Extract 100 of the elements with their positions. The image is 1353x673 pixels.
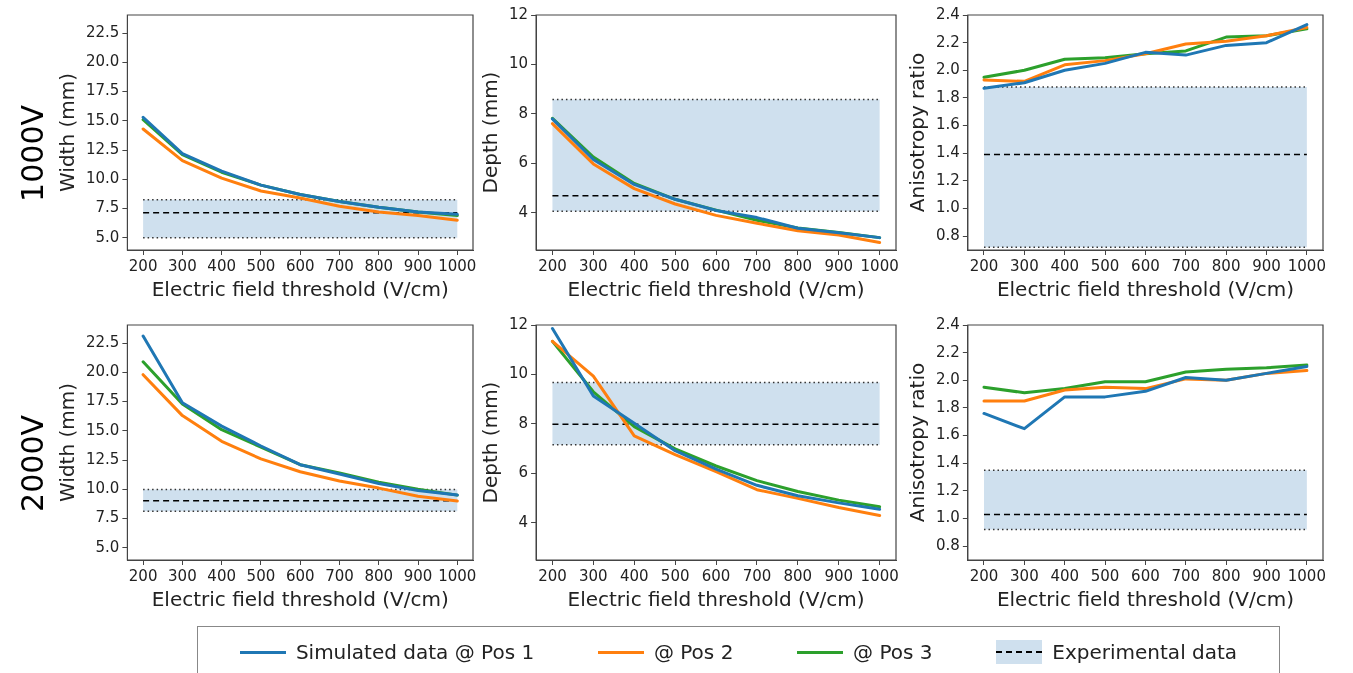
y-axis-title: Anisotropy ratio bbox=[905, 52, 930, 213]
y-tick-label: 1.6 bbox=[936, 115, 960, 134]
text: 2000V bbox=[15, 414, 50, 512]
y-tick-label: 20.0 bbox=[85, 362, 120, 381]
x-tick-label: 400 bbox=[1050, 256, 1080, 275]
x-tick-label: 400 bbox=[207, 256, 236, 275]
x-tick-label: 800 bbox=[364, 256, 394, 275]
y-axis-title: Width (mm) bbox=[55, 72, 80, 193]
y-tick-label: 22.5 bbox=[85, 333, 120, 352]
x-tick-label: 400 bbox=[619, 566, 649, 585]
y-tick-label: 20.0 bbox=[85, 52, 120, 71]
legend-label: Experimental data bbox=[1052, 640, 1238, 664]
x-tick-label: 600 bbox=[1131, 566, 1160, 585]
y-axis-title: Depth (mm) bbox=[478, 381, 503, 504]
x-tick-label: 800 bbox=[1211, 566, 1241, 585]
x-tick-label: 1000 bbox=[1287, 566, 1326, 585]
x-tick-label: 500 bbox=[1090, 256, 1120, 275]
x-tick-label: 200 bbox=[538, 256, 567, 275]
x-tick-label: 1000 bbox=[438, 566, 477, 585]
x-tick-label: 200 bbox=[128, 566, 158, 585]
x-tick-label: 1000 bbox=[860, 256, 899, 275]
x-tick-label: 900 bbox=[824, 566, 854, 585]
y-tick-label: 1.4 bbox=[936, 453, 960, 472]
x-tick-label: 300 bbox=[168, 256, 197, 275]
x-tick-label: 900 bbox=[403, 566, 433, 585]
x-tick-label: 800 bbox=[783, 566, 813, 585]
x-tick-label: 900 bbox=[403, 256, 433, 275]
x-tick-label: 700 bbox=[325, 256, 354, 275]
x-axis-title: Electric field threshold (V/cm) bbox=[151, 277, 449, 302]
x-tick-label: 1000 bbox=[438, 256, 477, 275]
y-tick-label: 5.0 bbox=[95, 537, 120, 556]
y-tick-label: 2.2 bbox=[936, 342, 960, 361]
x-tick-label: 500 bbox=[1090, 566, 1120, 585]
x-tick-label: 600 bbox=[701, 566, 731, 585]
y-tick-label: 7.5 bbox=[95, 508, 120, 527]
y-tick-label: 1.4 bbox=[936, 143, 960, 162]
y-tick-label: 10.0 bbox=[85, 479, 120, 498]
y-tick-label: 8 bbox=[518, 413, 529, 432]
y-tick-label: 1.2 bbox=[936, 480, 960, 499]
y-tick-label: 1.8 bbox=[936, 87, 960, 106]
x-tick-label: 500 bbox=[660, 566, 690, 585]
y-tick-label: 6 bbox=[518, 463, 529, 482]
x-tick-label: 700 bbox=[325, 566, 354, 585]
y-tick-label: 1.8 bbox=[936, 397, 960, 416]
y-tick-label: 6 bbox=[518, 153, 529, 172]
x-tick-label: 400 bbox=[207, 566, 236, 585]
y-tick-label: 2.4 bbox=[936, 314, 960, 333]
y-tick-label: 12 bbox=[508, 4, 529, 23]
y-tick-label: 4 bbox=[518, 512, 529, 531]
legend-label: Simulated data @ Pos 1 bbox=[295, 640, 535, 664]
x-tick-label: 200 bbox=[969, 566, 999, 585]
y-tick-label: 1.0 bbox=[936, 508, 960, 527]
x-tick-label: 600 bbox=[285, 256, 315, 275]
y-tick-label: 22.5 bbox=[85, 23, 120, 42]
y-tick-label: 1.6 bbox=[936, 425, 960, 444]
y-tick-label: 5.0 bbox=[95, 227, 120, 246]
y-tick-label: 2.0 bbox=[936, 370, 960, 389]
x-axis-title: Electric field threshold (V/cm) bbox=[567, 587, 865, 612]
legend-label: @ Pos 3 bbox=[853, 640, 933, 664]
x-tick-label: 200 bbox=[538, 566, 567, 585]
y-tick-label: 0.8 bbox=[936, 536, 960, 555]
y-tick-label: 12.5 bbox=[85, 139, 120, 158]
y-tick-label: 7.5 bbox=[95, 198, 120, 217]
y-tick-label: 1.0 bbox=[936, 198, 960, 217]
x-tick-label: 800 bbox=[1211, 256, 1241, 275]
x-tick-label: 300 bbox=[579, 256, 608, 275]
y-tick-label: 0.8 bbox=[936, 226, 960, 245]
y-axis-title: Depth (mm) bbox=[478, 71, 503, 194]
x-tick-label: 300 bbox=[1010, 256, 1039, 275]
y-axis-title: Anisotropy ratio bbox=[905, 362, 930, 523]
x-tick-label: 300 bbox=[1010, 566, 1039, 585]
x-tick-label: 200 bbox=[128, 256, 158, 275]
x-axis-title: Electric field threshold (V/cm) bbox=[151, 587, 449, 612]
y-tick-label: 10 bbox=[508, 364, 529, 383]
y-tick-label: 2.2 bbox=[936, 32, 960, 51]
y-tick-label: 12 bbox=[508, 314, 529, 333]
x-tick-label: 500 bbox=[246, 256, 276, 275]
y-tick-label: 10 bbox=[508, 54, 529, 73]
x-tick-label: 700 bbox=[742, 566, 772, 585]
x-tick-label: 900 bbox=[1252, 566, 1281, 585]
x-tick-label: 400 bbox=[1050, 566, 1080, 585]
x-axis-title: Electric field threshold (V/cm) bbox=[567, 277, 865, 302]
y-tick-label: 4 bbox=[518, 202, 529, 221]
x-tick-label: 200 bbox=[969, 256, 999, 275]
x-tick-label: 500 bbox=[660, 256, 690, 275]
y-tick-label: 2.0 bbox=[936, 60, 960, 79]
x-tick-label: 800 bbox=[364, 566, 394, 585]
x-tick-label: 600 bbox=[701, 256, 731, 275]
y-tick-label: 8 bbox=[518, 103, 529, 122]
text: 1000V bbox=[15, 104, 50, 202]
y-tick-label: 10.0 bbox=[85, 169, 120, 188]
y-tick-label: 15.0 bbox=[85, 110, 120, 129]
x-tick-label: 600 bbox=[285, 566, 315, 585]
x-tick-label: 400 bbox=[619, 256, 649, 275]
y-tick-label: 17.5 bbox=[85, 81, 120, 100]
y-tick-label: 2.4 bbox=[936, 4, 960, 23]
x-tick-label: 700 bbox=[742, 256, 772, 275]
legend-label: @ Pos 2 bbox=[653, 640, 734, 664]
x-tick-label: 800 bbox=[783, 256, 813, 275]
x-tick-label: 900 bbox=[824, 256, 854, 275]
